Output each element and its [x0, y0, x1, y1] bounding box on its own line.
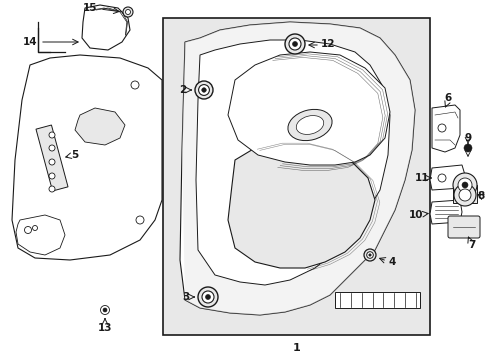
Circle shape [363, 249, 375, 261]
Polygon shape [227, 52, 389, 165]
Polygon shape [180, 22, 414, 315]
Polygon shape [16, 215, 65, 255]
Circle shape [368, 254, 370, 256]
Circle shape [202, 88, 206, 92]
Circle shape [131, 81, 139, 89]
Polygon shape [334, 292, 419, 308]
Text: 7: 7 [468, 240, 475, 250]
Circle shape [437, 124, 445, 132]
Text: 6: 6 [444, 93, 451, 103]
Circle shape [202, 291, 214, 303]
Circle shape [461, 182, 467, 188]
Ellipse shape [296, 116, 323, 134]
Text: 10: 10 [408, 210, 423, 220]
FancyBboxPatch shape [447, 216, 479, 238]
Text: 13: 13 [98, 323, 112, 333]
Text: 11: 11 [414, 173, 428, 183]
Polygon shape [429, 200, 461, 224]
Bar [452, 185, 476, 203]
Circle shape [49, 159, 55, 165]
Circle shape [463, 144, 471, 152]
Text: 15: 15 [82, 3, 97, 13]
Circle shape [103, 308, 107, 312]
Ellipse shape [287, 109, 331, 141]
Circle shape [198, 287, 218, 307]
Circle shape [292, 41, 297, 46]
Circle shape [49, 132, 55, 138]
Text: 2: 2 [179, 85, 186, 95]
Text: 1: 1 [292, 343, 300, 353]
Circle shape [49, 186, 55, 192]
Circle shape [205, 294, 210, 300]
Text: 12: 12 [320, 39, 335, 49]
Circle shape [136, 216, 143, 224]
Circle shape [195, 81, 213, 99]
Text: 5: 5 [71, 150, 79, 160]
Polygon shape [82, 5, 130, 50]
Circle shape [437, 174, 445, 182]
Circle shape [101, 306, 109, 315]
Text: 9: 9 [464, 133, 470, 143]
Text: 4: 4 [387, 257, 395, 267]
Polygon shape [75, 108, 125, 145]
Circle shape [32, 225, 38, 230]
Circle shape [366, 252, 372, 258]
Polygon shape [431, 105, 459, 152]
Circle shape [123, 7, 133, 17]
Bar [36, 125, 68, 191]
Circle shape [49, 145, 55, 151]
Circle shape [457, 178, 471, 192]
Polygon shape [227, 142, 374, 268]
Circle shape [452, 173, 476, 197]
Polygon shape [182, 22, 414, 315]
Circle shape [198, 85, 209, 95]
Polygon shape [196, 40, 389, 285]
Bar [163, 18, 429, 335]
Text: 14: 14 [22, 37, 37, 47]
Circle shape [285, 34, 305, 54]
Polygon shape [429, 165, 464, 190]
Circle shape [49, 173, 55, 179]
Polygon shape [12, 55, 162, 260]
Circle shape [125, 9, 130, 14]
Circle shape [288, 38, 301, 50]
Text: 3: 3 [182, 292, 189, 302]
Circle shape [458, 189, 470, 201]
Circle shape [453, 184, 475, 206]
Circle shape [24, 226, 31, 234]
Text: 8: 8 [476, 191, 484, 201]
